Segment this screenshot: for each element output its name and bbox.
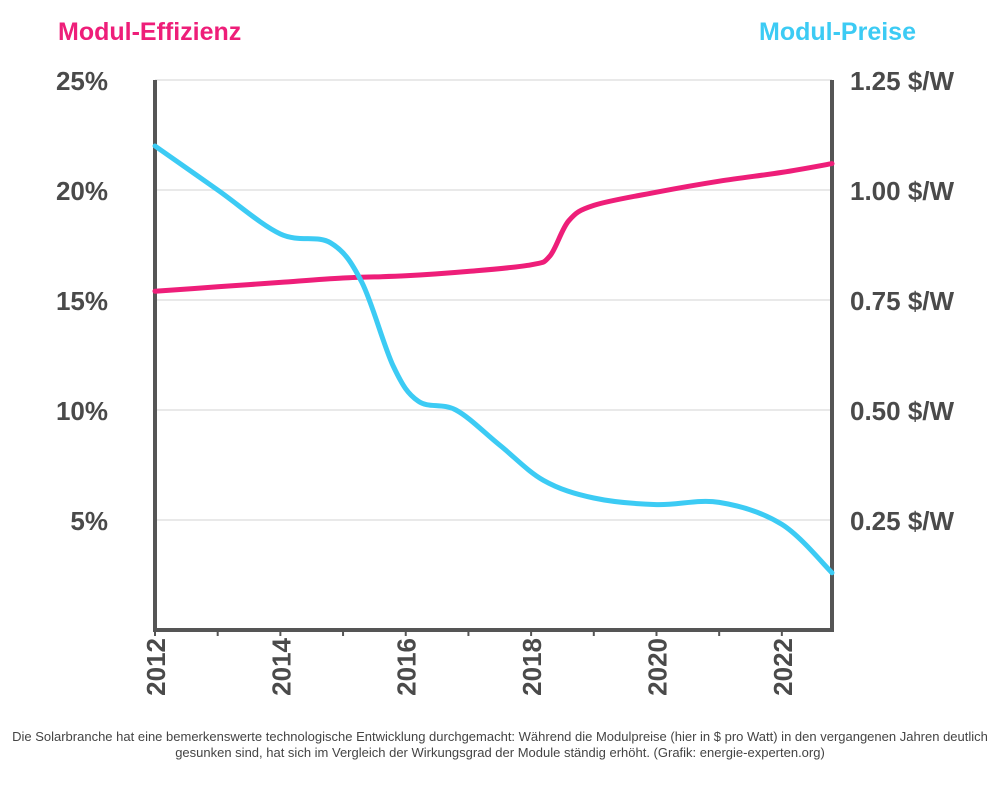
right-tick-label: 1.00 $/W — [850, 176, 955, 206]
left-tick-label: 15% — [56, 286, 108, 316]
gridlines — [155, 79, 832, 521]
right-tick-label: 0.50 $/W — [850, 396, 955, 426]
x-tick-label: 2014 — [266, 637, 296, 695]
x-tick-label: 2022 — [768, 638, 798, 696]
left-tick-label: 20% — [56, 176, 108, 206]
axes — [153, 80, 834, 632]
x-tick-label: 2018 — [517, 638, 547, 696]
left-tick-label: 10% — [56, 396, 108, 426]
x-tick-label: 2012 — [141, 638, 171, 696]
left-tick-label: 5% — [70, 506, 108, 536]
series-lines — [152, 143, 835, 576]
left-axis-ticks: 5% 10% 15% 20% 25% — [56, 66, 108, 536]
right-axis-ticks: 0.25 $/W 0.50 $/W 0.75 $/W 1.00 $/W 1.25 $/W — [850, 66, 955, 536]
x-tick-label: 2016 — [392, 638, 422, 696]
right-axis-title: Modul-Preise — [759, 18, 916, 46]
chart: Modul-Effizienz Modul-Preise 5% 10% 15% 20%… — [56, 18, 955, 696]
figure-caption: Die Solarbranche hat eine bemerkenswerte… — [12, 729, 988, 760]
x-axis-ticks: 2012 2014 2016 2018 2020 2022 — [141, 630, 798, 696]
series-line-modul-preise — [152, 143, 835, 576]
right-tick-label: 1.25 $/W — [850, 66, 955, 96]
left-tick-label: 25% — [56, 66, 108, 96]
series-line-modul-effizienz — [152, 161, 835, 294]
left-axis-title: Modul-Effizienz — [58, 18, 241, 46]
right-tick-label: 0.25 $/W — [850, 506, 955, 536]
x-tick-label: 2020 — [642, 638, 672, 696]
right-tick-label: 0.75 $/W — [850, 286, 955, 316]
